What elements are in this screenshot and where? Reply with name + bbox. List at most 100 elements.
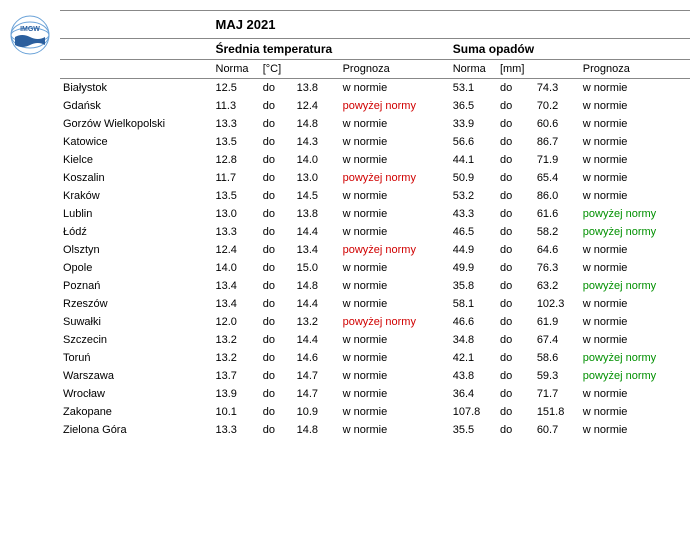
prec-prognoza: w normie <box>580 151 690 169</box>
prec-prognoza: w normie <box>580 97 690 115</box>
city-cell: Katowice <box>60 133 213 151</box>
city-cell: Białystok <box>60 79 213 98</box>
prec-prognoza: w normie <box>580 79 690 98</box>
temp-lo: 12.8 <box>213 151 260 169</box>
temp-prognoza: w normie <box>340 349 450 367</box>
do-label: do <box>497 97 534 115</box>
temp-hi: 13.8 <box>294 79 340 98</box>
prec-hi: 76.3 <box>534 259 580 277</box>
prec-hi: 71.9 <box>534 151 580 169</box>
prec-prognoza: powyżej normy <box>580 367 690 385</box>
table-row: Toruń13.2do14.6w normie42.1do58.6powyżej… <box>60 349 690 367</box>
content: MAJ 2021 Średnia temperatura Suma opadów… <box>60 10 690 439</box>
prec-lo: 36.4 <box>450 385 497 403</box>
temp-hi: 13.0 <box>294 169 340 187</box>
weather-table: MAJ 2021 Średnia temperatura Suma opadów… <box>60 10 690 439</box>
do-label: do <box>260 133 294 151</box>
temp-lo: 14.0 <box>213 259 260 277</box>
temp-prognoza: w normie <box>340 133 450 151</box>
prec-lo: 34.8 <box>450 331 497 349</box>
table-row: Koszalin11.7do13.0powyżej normy50.9do65.… <box>60 169 690 187</box>
prec-hi: 65.4 <box>534 169 580 187</box>
city-cell: Łódź <box>60 223 213 241</box>
table-row: Zakopane10.1do10.9w normie107.8do151.8w … <box>60 403 690 421</box>
prec-prognoza: w normie <box>580 241 690 259</box>
temp-lo: 13.5 <box>213 187 260 205</box>
prec-hi: 71.7 <box>534 385 580 403</box>
temp-prognoza: w normie <box>340 151 450 169</box>
do-label: do <box>497 133 534 151</box>
temp-unit-label: [°C] <box>260 60 294 79</box>
do-label: do <box>260 97 294 115</box>
temp-lo: 13.3 <box>213 421 260 439</box>
temp-hi: 13.2 <box>294 313 340 331</box>
table-body: Białystok12.5do13.8w normie53.1do74.3w n… <box>60 79 690 440</box>
main-container: IMGW MAJ 2021 Średnia temperatura Suma o… <box>10 10 690 439</box>
do-label: do <box>260 331 294 349</box>
temp-lo: 13.3 <box>213 223 260 241</box>
do-label: do <box>497 205 534 223</box>
prec-hi: 86.0 <box>534 187 580 205</box>
temp-lo: 12.5 <box>213 79 260 98</box>
table-row: Białystok12.5do13.8w normie53.1do74.3w n… <box>60 79 690 98</box>
prec-prognoza: w normie <box>580 115 690 133</box>
temp-prognoza: w normie <box>340 205 450 223</box>
prec-prognoza: w normie <box>580 259 690 277</box>
table-row: Gorzów Wielkopolski13.3do14.8w normie33.… <box>60 115 690 133</box>
prec-norma-label: Norma <box>450 60 497 79</box>
do-label: do <box>497 313 534 331</box>
temp-hi: 14.7 <box>294 367 340 385</box>
do-label: do <box>260 295 294 313</box>
city-cell: Suwałki <box>60 313 213 331</box>
table-row: Wrocław13.9do14.7w normie36.4do71.7w nor… <box>60 385 690 403</box>
temp-hi: 14.3 <box>294 133 340 151</box>
prec-lo: 56.6 <box>450 133 497 151</box>
do-label: do <box>260 259 294 277</box>
prec-lo: 36.5 <box>450 97 497 115</box>
city-cell: Szczecin <box>60 331 213 349</box>
prec-hi: 61.6 <box>534 205 580 223</box>
temp-norma-label: Norma <box>213 60 260 79</box>
table-row: Warszawa13.7do14.7w normie43.8do59.3powy… <box>60 367 690 385</box>
temp-lo: 13.4 <box>213 277 260 295</box>
table-row: Szczecin13.2do14.4w normie34.8do67.4w no… <box>60 331 690 349</box>
prec-lo: 49.9 <box>450 259 497 277</box>
prec-prognoza-label: Prognoza <box>580 60 690 79</box>
do-label: do <box>260 187 294 205</box>
prec-prognoza: w normie <box>580 331 690 349</box>
temp-hi: 12.4 <box>294 97 340 115</box>
temp-lo: 13.7 <box>213 367 260 385</box>
temp-hi: 13.8 <box>294 205 340 223</box>
table-row: Gdańsk11.3do12.4powyżej normy36.5do70.2w… <box>60 97 690 115</box>
do-label: do <box>260 205 294 223</box>
do-label: do <box>260 367 294 385</box>
prec-prognoza: w normie <box>580 187 690 205</box>
prec-prognoza: powyżej normy <box>580 205 690 223</box>
temp-lo: 13.3 <box>213 115 260 133</box>
city-cell: Zielona Góra <box>60 421 213 439</box>
prec-prognoza: w normie <box>580 403 690 421</box>
prec-lo: 35.5 <box>450 421 497 439</box>
temp-lo: 13.5 <box>213 133 260 151</box>
temp-lo: 13.2 <box>213 331 260 349</box>
prec-lo: 43.8 <box>450 367 497 385</box>
svg-text:IMGW: IMGW <box>20 26 40 33</box>
do-label: do <box>260 385 294 403</box>
do-label: do <box>260 277 294 295</box>
temp-prognoza: w normie <box>340 223 450 241</box>
table-row: Kielce12.8do14.0w normie44.1do71.9w norm… <box>60 151 690 169</box>
temp-prognoza: w normie <box>340 403 450 421</box>
do-label: do <box>497 403 534 421</box>
temp-hi: 14.6 <box>294 349 340 367</box>
temp-prognoza: powyżej normy <box>340 97 450 115</box>
city-cell: Gorzów Wielkopolski <box>60 115 213 133</box>
do-label: do <box>260 223 294 241</box>
temp-prognoza: w normie <box>340 421 450 439</box>
prec-prognoza: w normie <box>580 313 690 331</box>
temp-prognoza: w normie <box>340 259 450 277</box>
table-row: Łódź13.3do14.4w normie46.5do58.2powyżej … <box>60 223 690 241</box>
city-cell: Gdańsk <box>60 97 213 115</box>
table-row: Poznań13.4do14.8w normie35.8do63.2powyże… <box>60 277 690 295</box>
temp-hi: 14.8 <box>294 277 340 295</box>
prec-hi: 60.7 <box>534 421 580 439</box>
